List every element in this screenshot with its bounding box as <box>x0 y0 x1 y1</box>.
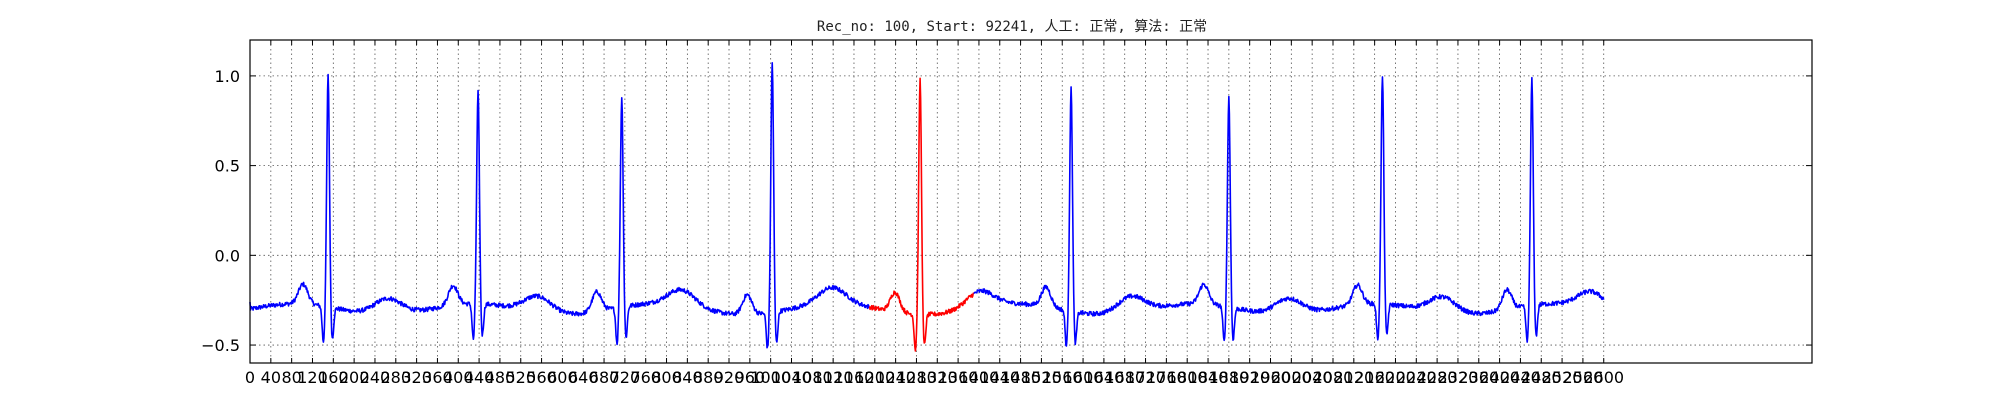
x-tick-label: 2440 <box>1500 368 1541 387</box>
x-tick-label: 1680 <box>1104 368 1145 387</box>
x-tick-label: 520 <box>505 368 536 387</box>
x-tick-label: 960 <box>735 368 766 387</box>
x-tick-label: 2600 <box>1583 368 1624 387</box>
x-tick-label: 2240 <box>1396 368 1437 387</box>
x-tick-label: 1280 <box>896 368 937 387</box>
x-tick-label: 320 <box>401 368 432 387</box>
x-tick-label: 1400 <box>959 368 1000 387</box>
plot-frame <box>249 39 1813 364</box>
x-tick-label: 1320 <box>917 368 958 387</box>
x-tick-label: 480 <box>485 368 516 387</box>
x-tick-label: 280 <box>381 368 412 387</box>
x-tick-label: 400 <box>443 368 474 387</box>
x-tick-label: 1160 <box>834 368 875 387</box>
grid-lines <box>249 40 1812 363</box>
ecg-series-before <box>249 62 871 349</box>
x-tick-label: 1840 <box>1188 368 1229 387</box>
x-tick-label: 760 <box>630 368 661 387</box>
x-tick-label: 40 <box>261 368 281 387</box>
x-tick-label: 680 <box>589 368 620 387</box>
x-tick-label: 2480 <box>1521 368 1562 387</box>
x-tick-label: 600 <box>547 368 578 387</box>
x-tick-label: 720 <box>610 368 641 387</box>
x-tick-label: 360 <box>422 368 453 387</box>
x-tick-label: 1760 <box>1146 368 1187 387</box>
x-tick-label: 1640 <box>1084 368 1125 387</box>
x-tick-label: 2400 <box>1479 368 1520 387</box>
chart-title: Rec_no: 100, Start: 92241, 人工: 正常, 算法: 正… <box>817 19 1207 35</box>
x-tick-label: 1520 <box>1021 368 1062 387</box>
x-tick-label: 2080 <box>1313 368 1354 387</box>
x-tick-label: 840 <box>672 368 703 387</box>
x-tick-label: 2040 <box>1292 368 1333 387</box>
y-tick-label: 0.0 <box>215 246 240 265</box>
x-tick-label: 640 <box>568 368 599 387</box>
x-tick-label: 1240 <box>875 368 916 387</box>
x-tick-label: 1120 <box>813 368 854 387</box>
x-tick-label: 120 <box>297 368 328 387</box>
x-tick-label: 1200 <box>854 368 895 387</box>
x-tick-label: 2360 <box>1458 368 1499 387</box>
ecg-series-highlight <box>868 77 975 352</box>
x-tick-label: 2320 <box>1438 368 1479 387</box>
x-tick-label: 160 <box>318 368 349 387</box>
x-tick-label: 1560 <box>1042 368 1083 387</box>
x-tick-label: 1800 <box>1167 368 1208 387</box>
x-tick-label: 1960 <box>1250 368 1291 387</box>
axes: 0 40 8012016020024028032036040044048052056… <box>201 40 1812 387</box>
x-tick-label: 1720 <box>1125 368 1166 387</box>
x-tick-label: 1920 <box>1229 368 1270 387</box>
x-tick-label: 1480 <box>1000 368 1041 387</box>
x-tick-label: 1600 <box>1063 368 1104 387</box>
series-layer <box>249 62 1605 352</box>
x-tick-label: 2200 <box>1375 368 1416 387</box>
x-tick-label: 560 <box>526 368 557 387</box>
x-tick-label: 440 <box>464 368 495 387</box>
x-tick-label: 80 <box>281 368 301 387</box>
x-tick-label: 2520 <box>1542 368 1583 387</box>
x-tick-label: 1000 <box>750 368 791 387</box>
x-tick-label: 2160 <box>1354 368 1395 387</box>
x-tick-label: 1040 <box>771 368 812 387</box>
x-tick-label: 240 <box>360 368 391 387</box>
x-tick-label: 1440 <box>979 368 1020 387</box>
x-tick-label: 200 <box>339 368 370 387</box>
x-tick-label: 2000 <box>1271 368 1312 387</box>
x-tick-label: 2560 <box>1563 368 1604 387</box>
y-tick-label: −0.5 <box>201 336 240 355</box>
x-tick-label: 2120 <box>1333 368 1374 387</box>
x-tick-label: 920 <box>714 368 745 387</box>
x-tick-label: 880 <box>693 368 724 387</box>
x-tick-label: 800 <box>651 368 682 387</box>
y-tick-label: 1.0 <box>215 67 240 86</box>
x-tick-label: 1880 <box>1208 368 1249 387</box>
x-tick-label: 0 <box>245 368 255 387</box>
ecg-series-after <box>973 76 1605 347</box>
y-tick-label: 0.5 <box>215 157 240 176</box>
x-tick-label: 2280 <box>1417 368 1458 387</box>
x-tick-label: 1080 <box>792 368 833 387</box>
x-tick-label: 1360 <box>938 368 979 387</box>
